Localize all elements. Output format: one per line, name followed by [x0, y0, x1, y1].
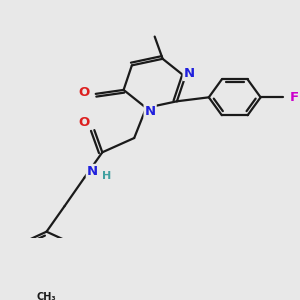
- Text: O: O: [78, 86, 89, 99]
- Text: N: N: [184, 67, 195, 80]
- Text: CH₃: CH₃: [37, 292, 56, 300]
- Text: N: N: [145, 104, 156, 118]
- Text: F: F: [290, 91, 299, 104]
- Text: N: N: [87, 165, 98, 178]
- Text: O: O: [79, 116, 90, 129]
- Text: H: H: [102, 171, 111, 181]
